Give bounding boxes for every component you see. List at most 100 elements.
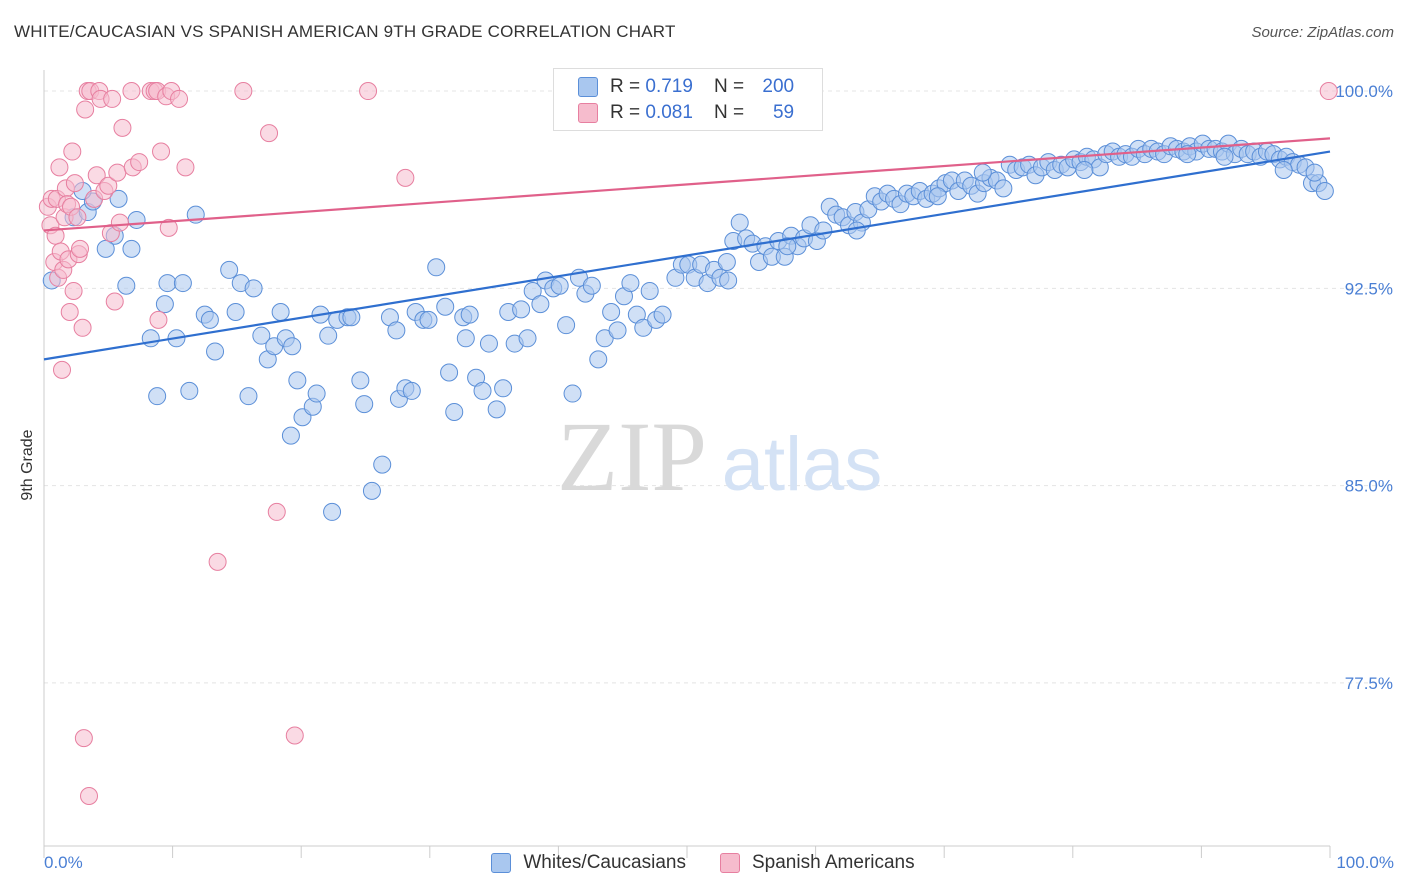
point-spanish [50,158,69,177]
legend-item-spanish[interactable]: Spanish Americans [719,852,915,874]
point-whites [531,295,550,314]
point-spanish [396,168,415,187]
point-whites [436,297,455,316]
point-spanish [103,89,122,108]
point-spanish [76,100,95,119]
point-whites [730,213,749,232]
point-whites [719,271,738,290]
legend-r-label: R = [610,102,641,123]
point-whites [319,326,338,345]
point-spanish [99,176,118,195]
points-whites [42,134,1334,521]
point-whites [355,395,374,414]
point-whites [557,316,576,335]
point-whites [456,329,475,348]
point-whites [973,163,992,182]
legend-r-value: 0.081 [645,102,693,123]
stats-legend: R = 0.719 N = 200 R = 0.081 N = 59 [553,68,823,131]
point-whites [479,334,498,353]
point-whites [1075,160,1094,179]
point-whites [1274,160,1293,179]
legend-r-label: R = [610,76,641,97]
point-whites [323,502,342,521]
point-whites [419,310,438,329]
point-whites [283,337,302,356]
points-spanish [38,82,1338,806]
series-legend: Whites/Caucasians Spanish Americans [0,852,1406,874]
point-spanish [285,726,304,745]
x-tick-min: 0.0% [44,853,83,872]
y-tick-label: 85.0% [1345,477,1393,496]
point-spanish [80,787,99,806]
y-tick-label: 100.0% [1335,82,1393,101]
point-spanish [65,174,84,193]
point-whites [387,321,406,340]
point-whites [473,381,492,400]
point-whites [440,363,459,382]
point-spanish [359,82,378,101]
point-whites [928,187,947,206]
point-whites [1305,163,1324,182]
point-whites [653,305,672,324]
point-whites [351,371,370,390]
point-whites [460,305,479,324]
point-whites [595,329,614,348]
point-spanish [208,552,227,571]
watermark-atlas: atlas [722,422,883,507]
grid-lines [44,90,1392,684]
point-whites [427,258,446,277]
y-tick-label: 77.5% [1345,674,1393,693]
point-whites [1215,147,1234,166]
legend-label-whites: Whites/Caucasians [523,852,686,873]
source-label: Source: ZipAtlas.com [1251,24,1394,41]
point-whites [117,276,136,295]
legend-row-whites: R = 0.719 N = 200 [578,75,794,99]
point-spanish [159,218,178,237]
point-spanish [105,292,124,311]
point-whites [717,253,736,272]
point-spanish [68,208,87,227]
chart-title: WHITE/CAUCASIAN VS SPANISH AMERICAN 9TH … [14,22,676,41]
point-whites [847,221,866,240]
trend-lines [43,137,1331,361]
point-whites [244,279,263,298]
point-spanish [60,303,79,322]
legend-item-whites[interactable]: Whites/Caucasians [491,852,686,874]
point-whites [1315,182,1334,201]
point-whites [563,384,582,403]
x-tick-max: 100.0% [1336,853,1394,872]
point-spanish [267,502,286,521]
point-whites [550,276,569,295]
point-whites [141,329,160,348]
point-whites [634,318,653,337]
legend-swatch-blue [491,853,512,873]
point-whites [96,239,115,258]
point-whites [271,303,290,322]
legend-swatch-pink [719,853,740,873]
point-spanish [1319,82,1338,101]
watermark-zip: ZIP [557,401,707,512]
point-spanish [113,118,132,137]
point-whites [494,379,513,398]
point-whites [994,179,1013,198]
point-whites [518,329,537,348]
legend-label-spanish: Spanish Americans [751,852,915,873]
point-spanish [73,318,92,337]
point-whites [608,321,627,340]
point-spanish [53,360,72,379]
point-whites [173,274,192,293]
point-spanish [149,310,168,329]
point-whites [640,281,659,300]
point-spanish [260,124,279,143]
point-whites [109,189,128,208]
legend-r-value: 0.719 [645,76,693,97]
point-whites [582,276,601,295]
point-whites [226,303,245,322]
watermark: ZIP atlas [557,401,882,512]
y-tick-label: 92.5% [1345,279,1393,298]
point-whites [402,381,421,400]
point-spanish [63,142,82,161]
point-whites [281,426,300,445]
legend-n-value: 59 [772,102,795,123]
